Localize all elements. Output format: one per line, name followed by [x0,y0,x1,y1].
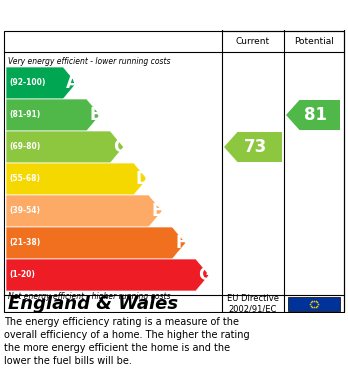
Text: Energy Efficiency Rating: Energy Efficiency Rating [7,7,217,23]
Text: EU Directive
2002/91/EC: EU Directive 2002/91/EC [227,294,279,314]
Text: G: G [198,266,212,284]
Bar [288,297,340,311]
Text: Very energy efficient - lower running costs: Very energy efficient - lower running co… [8,57,171,66]
Polygon shape [6,259,209,291]
Polygon shape [224,132,282,162]
Text: (92-100): (92-100) [9,79,45,88]
Polygon shape [6,131,124,163]
Text: A: A [65,74,78,92]
Text: (21-38): (21-38) [9,239,40,248]
Text: (81-91): (81-91) [9,111,40,120]
Polygon shape [6,227,186,259]
Text: (69-80): (69-80) [9,142,40,151]
Text: Not energy efficient - higher running costs: Not energy efficient - higher running co… [8,292,171,301]
Polygon shape [6,195,162,227]
Text: B: B [89,106,102,124]
Text: D: D [136,170,149,188]
Text: 81: 81 [303,106,326,124]
Text: Current: Current [236,36,270,45]
Text: F: F [175,234,187,252]
Text: (55-68): (55-68) [9,174,40,183]
Text: (39-54): (39-54) [9,206,40,215]
Polygon shape [6,67,77,99]
Text: England & Wales: England & Wales [8,295,178,313]
Polygon shape [286,100,340,130]
Text: C: C [113,138,125,156]
Text: E: E [152,202,163,220]
Polygon shape [6,163,147,195]
Text: (1-20): (1-20) [9,271,35,280]
Text: 73: 73 [243,138,267,156]
Polygon shape [6,99,100,131]
Text: The energy efficiency rating is a measure of the
overall efficiency of a home. T: The energy efficiency rating is a measur… [4,317,250,366]
Text: Potential: Potential [294,36,334,45]
